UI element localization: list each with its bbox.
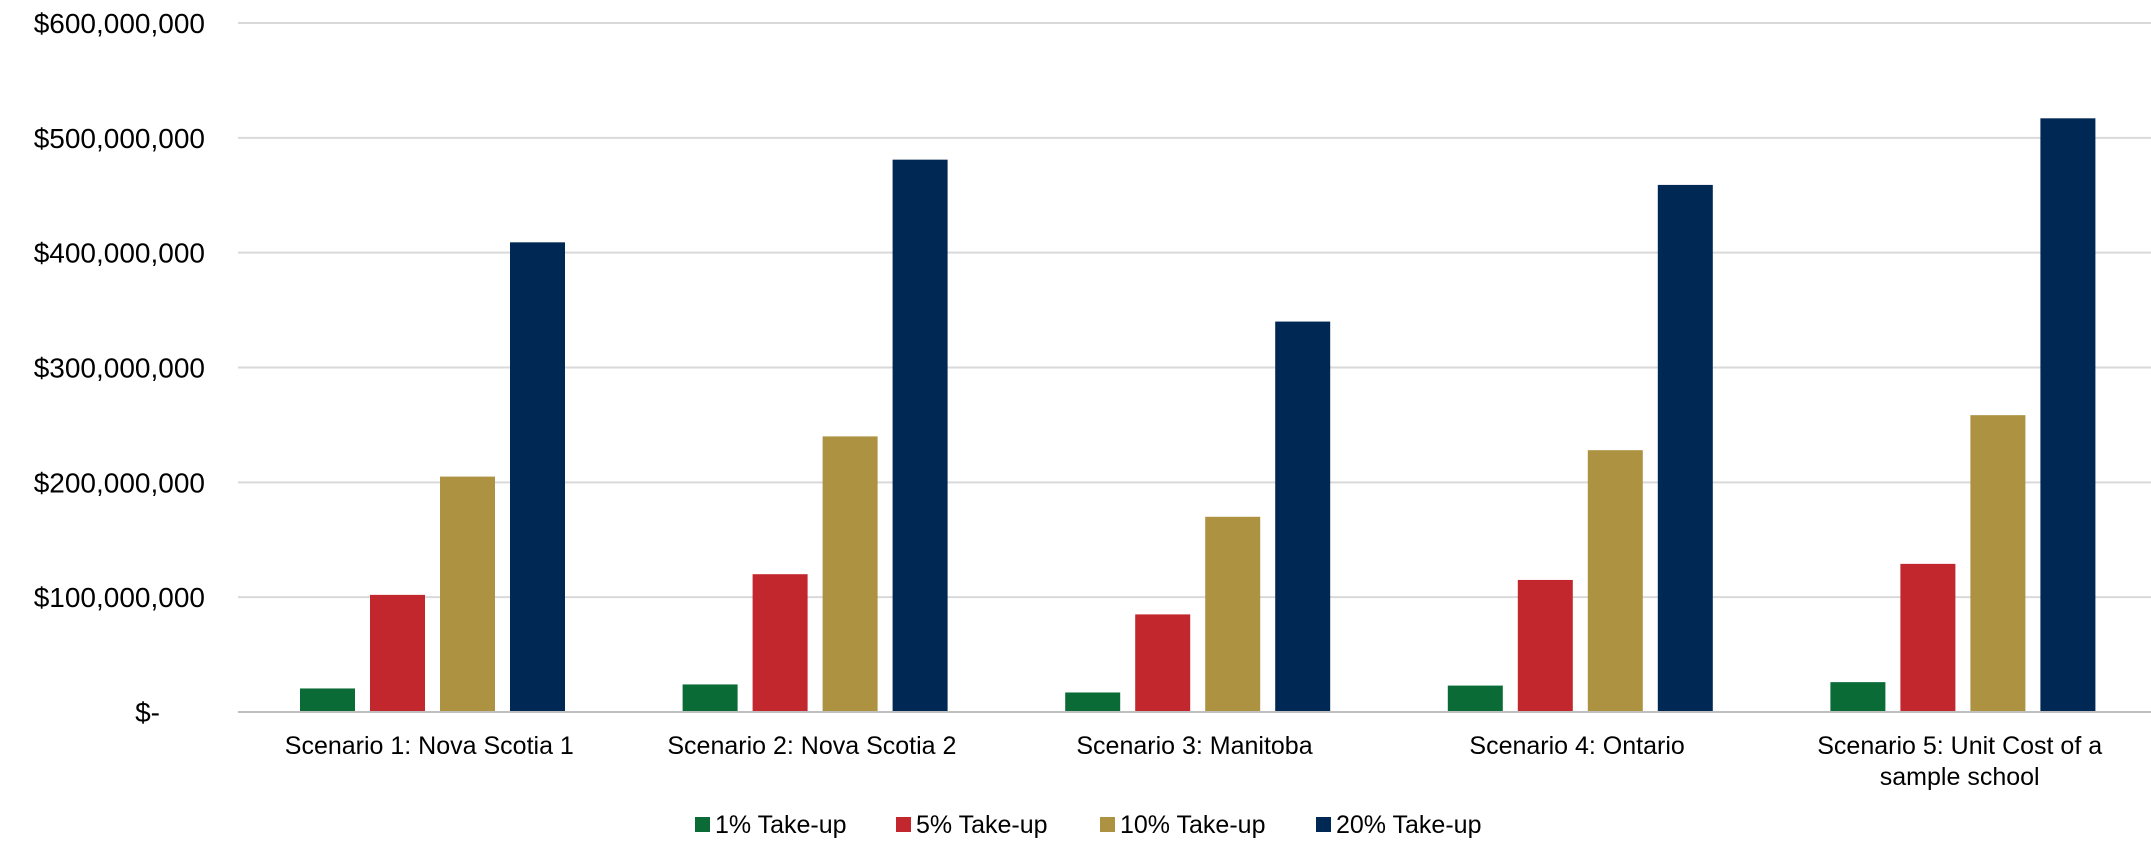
legend-label: 1% Take-up [715,811,847,839]
y-tick-label: $100,000,000 [34,582,205,613]
bar-10-take-up-cat-3 [1205,516,1261,712]
y-axis-tick-labels: $- $100,000,000 $200,000,000 $300,000,000 $4… [34,8,205,728]
bar-10-take-up-cat-2 [822,436,878,712]
bar-5-take-up-cat-3 [1135,614,1191,712]
x-category-label: Scenario 3: Manitoba [1076,732,1312,760]
legend: 1% Take-up 5% Take-up 10% Take-up 20% Take-… [695,811,1481,839]
x-category-label: Scenario 1: Nova Scotia 1 [285,732,574,760]
bar-10-take-up-cat-5 [1970,415,2026,712]
legend-label: 10% Take-up [1120,811,1265,839]
bar-5-take-up-cat-4 [1517,579,1573,712]
bar-5-take-up-cat-5 [1900,563,1956,712]
y-tick-label: $200,000,000 [34,467,205,498]
legend-label: 5% Take-up [916,811,1048,839]
legend-swatch [1316,817,1331,832]
bar-10-take-up-cat-4 [1587,450,1643,712]
y-tick-label: $600,000,000 [34,8,205,39]
y-tick-label: $500,000,000 [34,123,205,154]
bar-5-take-up-cat-1 [370,594,425,712]
bar-1-take-up-cat-5 [1830,682,1886,712]
bar-1-take-up-cat-2 [682,684,738,712]
legend-swatch [896,817,911,832]
bar-20-take-up-cat-4 [1657,184,1713,713]
x-category-label: Scenario 5: Unit Cost of a sample school [1817,732,2102,791]
bar-1-take-up-cat-3 [1065,692,1121,712]
y-tick-label: $- [135,697,160,728]
x-category-label: Scenario 4: Ontario [1469,732,1684,760]
legend-swatch [695,817,710,832]
bar-1-take-up-cat-4 [1447,685,1503,712]
bar-1-take-up-cat-1 [300,688,355,712]
bar-20-take-up-cat-3 [1275,321,1331,712]
bar-20-take-up-cat-5 [2040,118,2096,713]
y-tick-label: $400,000,000 [34,238,205,269]
bar-10-take-up-cat-1 [440,476,495,712]
legend-label: 20% Take-up [1336,811,1481,839]
bar-5-take-up-cat-2 [752,574,808,712]
legend-swatch [1100,817,1115,832]
x-category-label: Scenario 2: Nova Scotia 2 [667,732,956,760]
bar-20-take-up-cat-2 [892,159,948,712]
bar-20-take-up-cat-1 [510,242,565,712]
y-tick-label: $300,000,000 [34,353,205,384]
category-labels: Scenario 1: Nova Scotia 1 Scenario 2: Nov… [285,732,2102,791]
bars [300,118,2096,713]
